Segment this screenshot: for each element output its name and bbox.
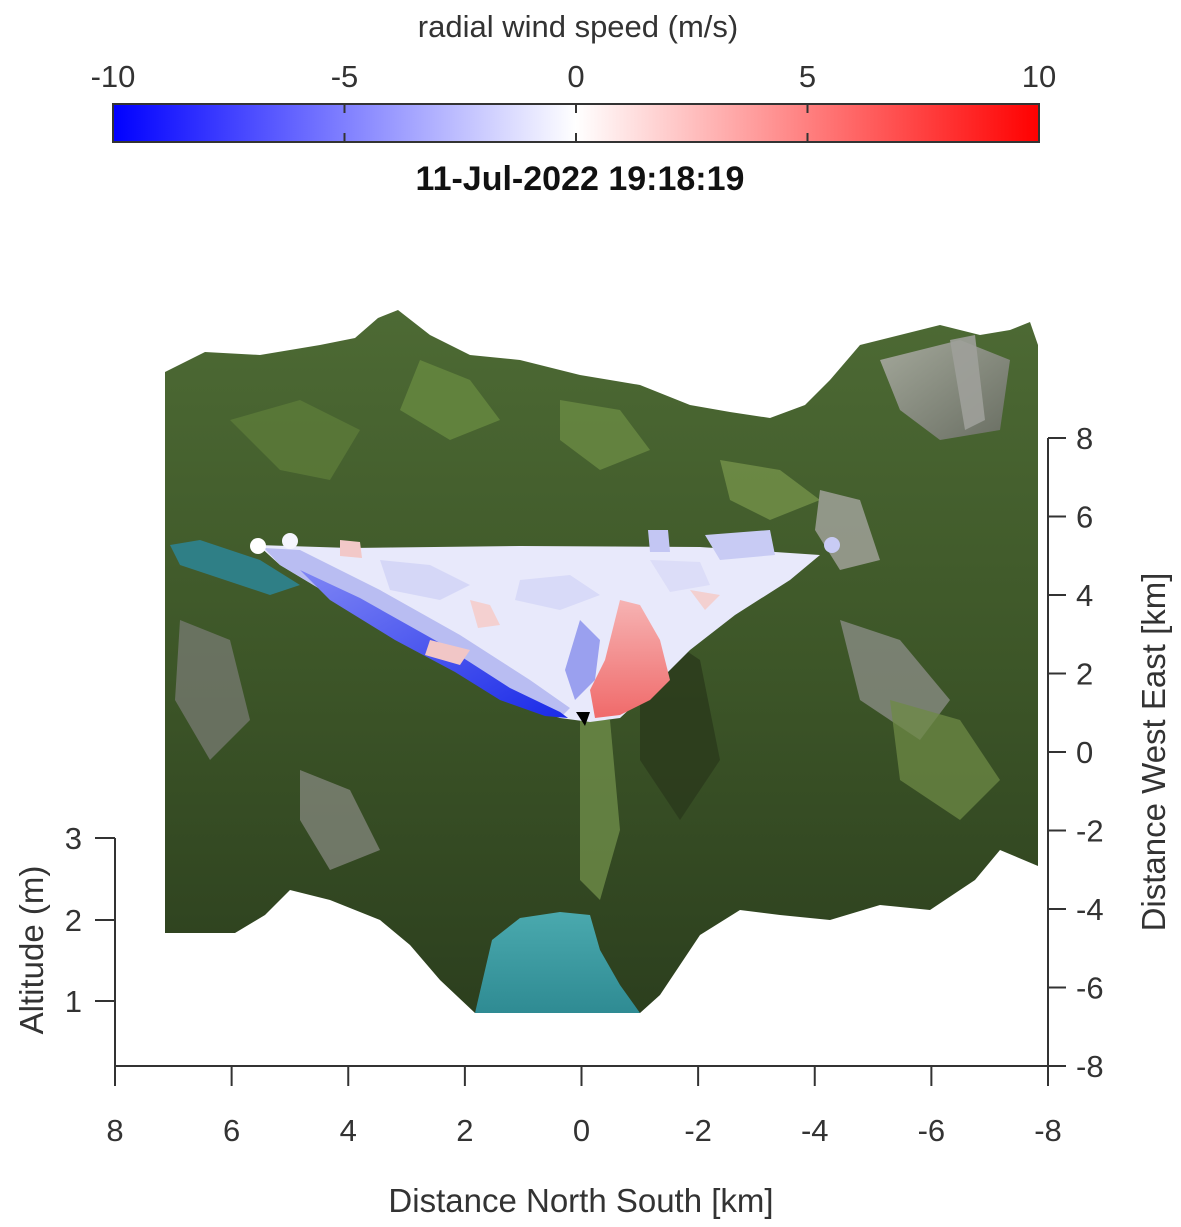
x-tick-label: -6: [918, 1113, 946, 1148]
y-tick-label: -2: [1076, 814, 1104, 849]
y-tick-label: 6: [1076, 500, 1093, 535]
colorbar-tick-label: 0: [567, 59, 584, 94]
colorbar-tick-labels: -10 -5 0 5 10: [91, 59, 1057, 94]
y-tick-label: -4: [1076, 892, 1104, 927]
y-tick-label: 4: [1076, 578, 1093, 613]
x-tick-label: 2: [456, 1113, 473, 1148]
x-tick-label: -2: [684, 1113, 712, 1148]
y-tick-label: -8: [1076, 1049, 1104, 1084]
z-tick-label: 2: [65, 903, 82, 938]
x-tick-label: 6: [223, 1113, 240, 1148]
x-axis-label: Distance North South [km]: [388, 1182, 773, 1219]
z-axis-ticks: 1 2 3: [65, 821, 115, 1019]
lidar-scan-sector: [250, 530, 840, 726]
colorbar-tick-label: -5: [331, 59, 359, 94]
x-tick-label: -8: [1034, 1113, 1062, 1148]
colorbar-tick-label: -10: [91, 59, 136, 94]
x-tick-label: 0: [573, 1113, 590, 1148]
x-axis-ticks: 8 6 4 2 0 -2 -4 -6 -8: [106, 1066, 1062, 1148]
chart-title: 11-Jul-2022 19:18:19: [416, 160, 745, 198]
colorbar-label: radial wind speed (m/s): [418, 9, 738, 44]
x-tick-label: 8: [106, 1113, 123, 1148]
y-tick-label: -6: [1076, 971, 1104, 1006]
y-tick-label: 0: [1076, 735, 1093, 770]
colorbar-tick-label: 10: [1022, 59, 1056, 94]
x-tick-label: 4: [340, 1113, 357, 1148]
z-tick-label: 1: [65, 984, 82, 1019]
y-tick-label: 2: [1076, 657, 1093, 692]
colorbar-tick-label: 5: [799, 59, 816, 94]
y-axis-ticks: -8 -6 -4 -2 0 2 4 6 8: [1048, 421, 1104, 1084]
z-tick-label: 3: [65, 821, 82, 856]
x-tick-label: -4: [801, 1113, 829, 1148]
y-axis-label: Distance West East [km]: [1135, 573, 1172, 932]
z-axis-label: Altitude (m): [13, 866, 50, 1035]
colorbar-ticks: [112, 104, 1040, 142]
y-tick-label: 8: [1076, 421, 1093, 456]
